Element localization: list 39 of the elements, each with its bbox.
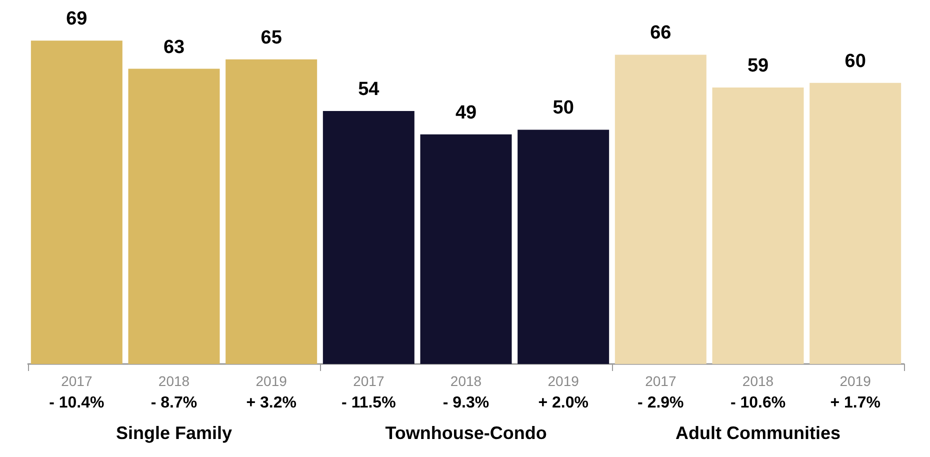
text: - 2.9% — [638, 394, 684, 412]
data-label: 63 — [163, 36, 185, 58]
data-label: 49 — [455, 102, 477, 124]
data-label: 60 — [844, 50, 866, 72]
text: Single Family — [116, 423, 232, 443]
bar — [518, 130, 610, 364]
x-tick-label: 2019 — [548, 373, 580, 389]
text: Townhouse-Condo — [385, 423, 547, 443]
text: + 3.2% — [246, 394, 296, 412]
x-tick-label: 2017 — [353, 373, 384, 389]
text: - 8.7% — [150, 394, 198, 412]
text: + 1.7% — [830, 394, 880, 412]
data-label: 59 — [747, 56, 769, 77]
text: + 2.0% — [538, 394, 588, 412]
bar — [128, 68, 220, 364]
text: - 11.5% — [342, 394, 396, 412]
x-tick-label: 2019 — [840, 373, 872, 389]
bar — [712, 88, 804, 364]
text: - 10.4% — [49, 394, 104, 412]
data-label: 54 — [358, 78, 380, 100]
text: - 10.6% — [730, 394, 786, 412]
bar — [322, 110, 414, 364]
x-tick-label: 2019 — [256, 373, 288, 389]
data-label: 50 — [552, 98, 574, 119]
text: Adult Communities — [676, 423, 840, 443]
x-tick-label: 2017 — [61, 373, 92, 389]
x-tick-label: 2018 — [158, 373, 190, 389]
x-tick-label: 2017 — [645, 373, 676, 389]
data-label: 66 — [650, 22, 672, 44]
bar — [226, 59, 318, 364]
data-label: 69 — [66, 8, 88, 30]
bar — [614, 54, 706, 364]
data-label: 65 — [260, 27, 282, 48]
x-tick-label: 2018 — [450, 373, 482, 389]
x-tick-label: 2018 — [742, 373, 774, 389]
text: - 9.3% — [442, 394, 490, 412]
bar — [810, 82, 902, 364]
bar — [420, 134, 512, 364]
bar — [30, 40, 122, 364]
